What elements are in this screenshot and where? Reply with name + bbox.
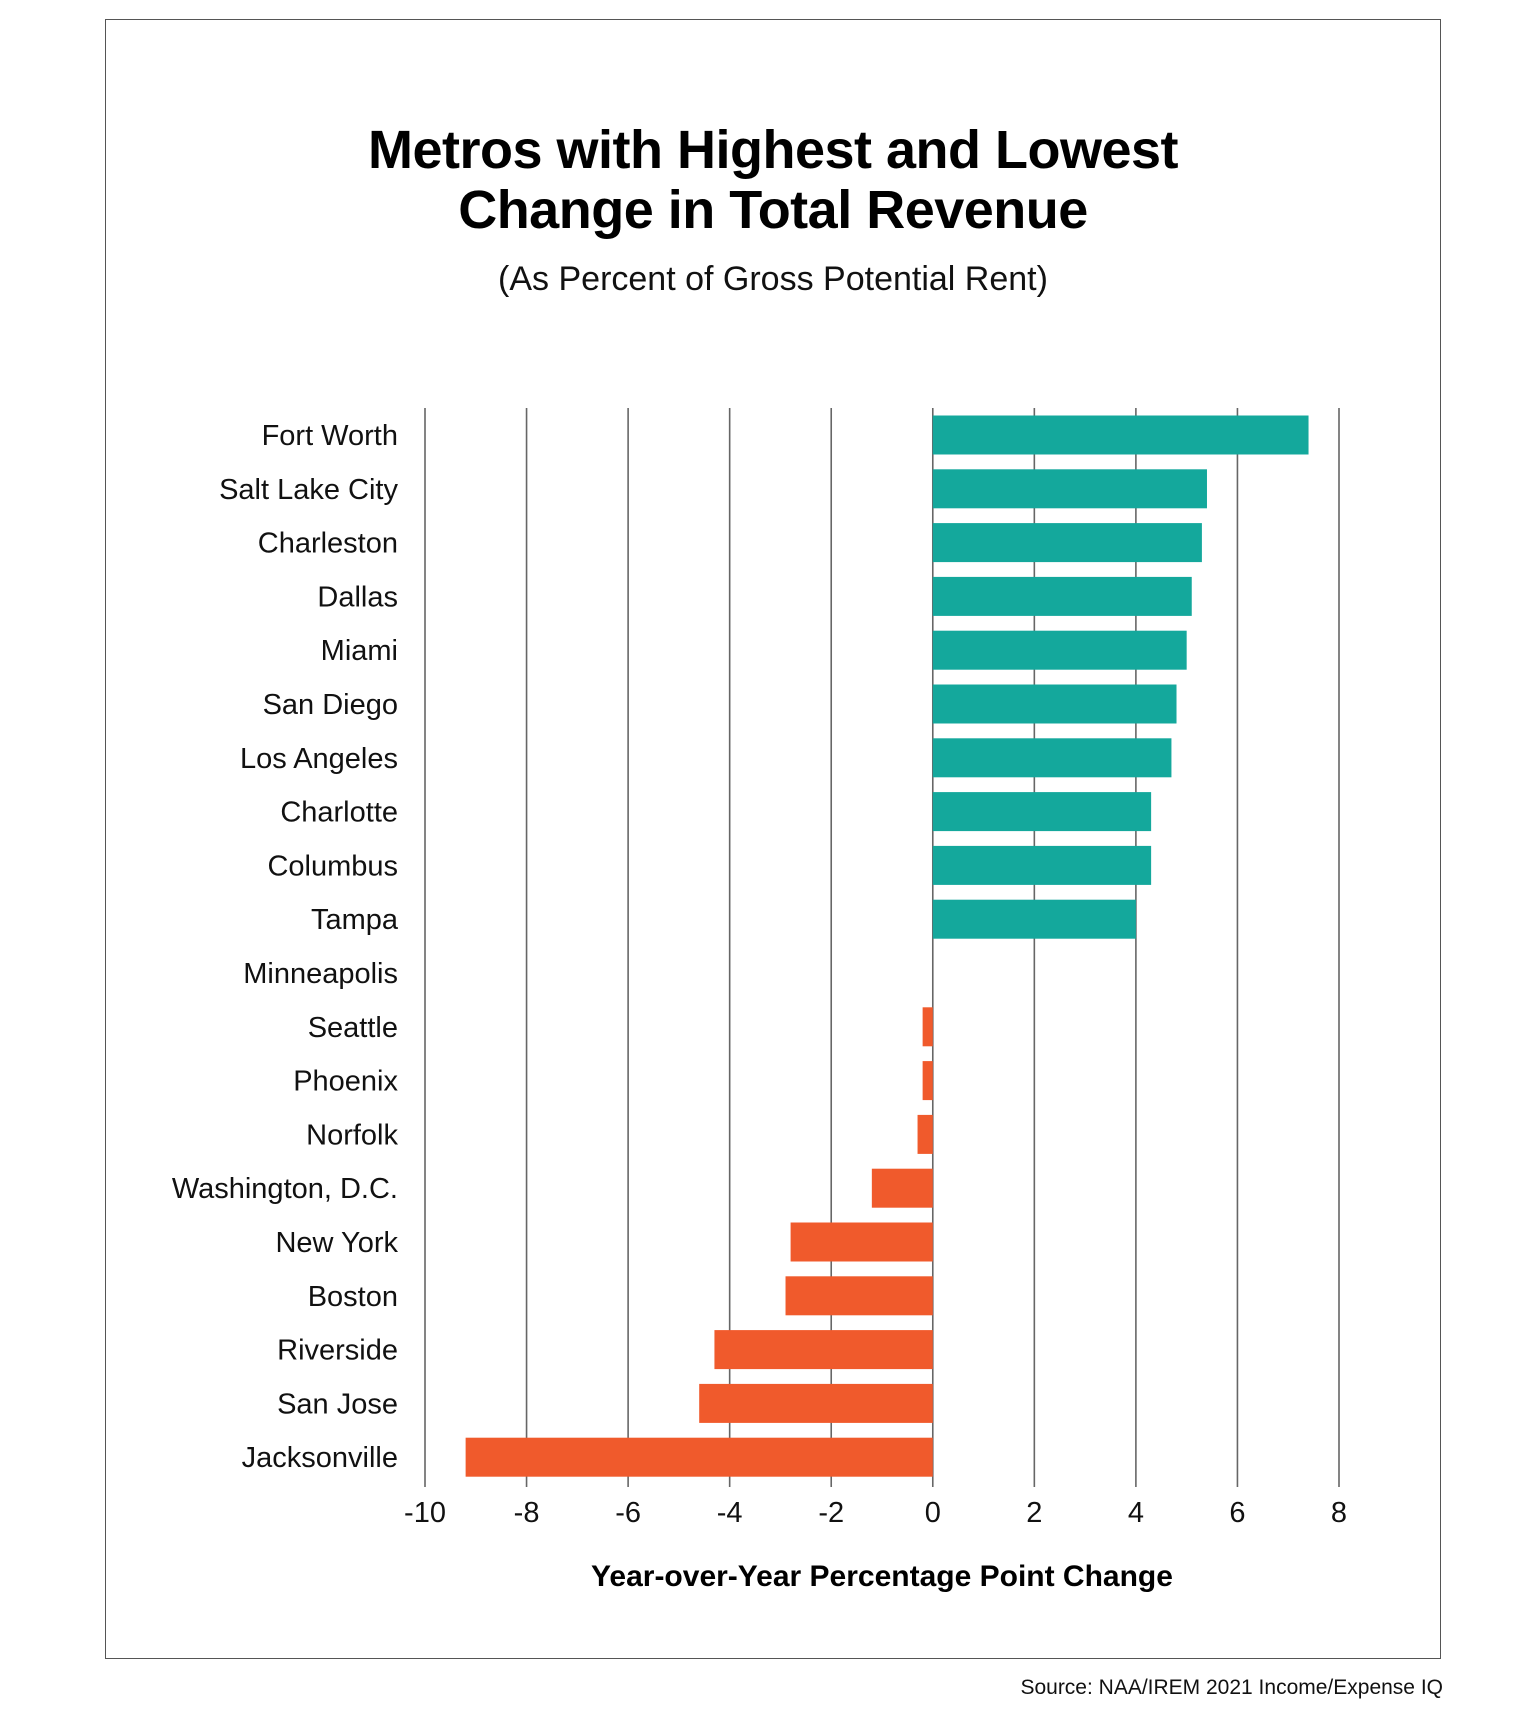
x-tick-label: 4 bbox=[1128, 1497, 1144, 1529]
category-label: Jacksonville bbox=[242, 1442, 398, 1474]
category-label: Washington, D.C. bbox=[172, 1173, 398, 1205]
category-label: Boston bbox=[308, 1281, 398, 1313]
bar bbox=[932, 415, 1309, 455]
bar bbox=[932, 469, 1207, 509]
x-tick-label: -10 bbox=[404, 1497, 446, 1529]
bar bbox=[917, 1114, 933, 1154]
category-label: Salt Lake City bbox=[219, 474, 398, 506]
bar bbox=[714, 1330, 933, 1370]
x-tick-label: -2 bbox=[818, 1497, 844, 1529]
category-label: Dallas bbox=[317, 581, 398, 613]
category-label: Tampa bbox=[311, 904, 399, 936]
x-tick-label: 2 bbox=[1026, 1497, 1042, 1529]
chart-title-line-1: Metros with Highest and Lowest bbox=[367, 120, 1179, 180]
x-tick-label: -8 bbox=[514, 1497, 540, 1529]
bar bbox=[871, 1168, 933, 1208]
chart-title-line-2: Change in Total Revenue bbox=[458, 180, 1088, 240]
chart-subtitle: (As Percent of Gross Potential Rent) bbox=[498, 260, 1048, 298]
chart-frame bbox=[105, 19, 1441, 1659]
bar bbox=[932, 630, 1187, 670]
bar bbox=[790, 1222, 933, 1262]
bar bbox=[932, 792, 1152, 832]
x-tick-label: -4 bbox=[717, 1497, 743, 1529]
category-label: Los Angeles bbox=[240, 743, 398, 775]
bar bbox=[932, 523, 1202, 563]
category-label: New York bbox=[275, 1227, 398, 1259]
x-tick-label: 0 bbox=[925, 1497, 941, 1529]
bar bbox=[932, 738, 1172, 778]
category-label: Charleston bbox=[258, 528, 398, 560]
bar bbox=[932, 684, 1177, 724]
bar bbox=[785, 1276, 933, 1316]
category-label: San Jose bbox=[277, 1388, 398, 1420]
bar bbox=[465, 1437, 933, 1477]
category-label: Charlotte bbox=[280, 797, 398, 829]
bar bbox=[922, 1061, 933, 1101]
x-tick-label: -6 bbox=[615, 1497, 641, 1529]
source-note: Source: NAA/IREM 2021 Income/Expense IQ bbox=[1020, 1676, 1443, 1699]
category-label: San Diego bbox=[263, 689, 398, 721]
x-tick-label: 8 bbox=[1331, 1497, 1347, 1529]
bar bbox=[932, 899, 1136, 939]
category-label: Phoenix bbox=[293, 1066, 398, 1098]
x-axis-title: Year-over-Year Percentage Point Change bbox=[591, 1560, 1173, 1593]
category-label: Miami bbox=[321, 635, 398, 667]
bar bbox=[932, 576, 1192, 616]
category-label: Minneapolis bbox=[243, 958, 398, 990]
category-label: Columbus bbox=[267, 850, 398, 882]
bar bbox=[699, 1383, 933, 1423]
bar bbox=[932, 845, 1152, 885]
category-label: Seattle bbox=[308, 1012, 398, 1044]
x-tick-label: 6 bbox=[1229, 1497, 1245, 1529]
bar bbox=[922, 1007, 933, 1047]
category-label: Norfolk bbox=[306, 1119, 398, 1151]
category-label: Fort Worth bbox=[262, 420, 398, 452]
category-label: Riverside bbox=[277, 1335, 398, 1367]
